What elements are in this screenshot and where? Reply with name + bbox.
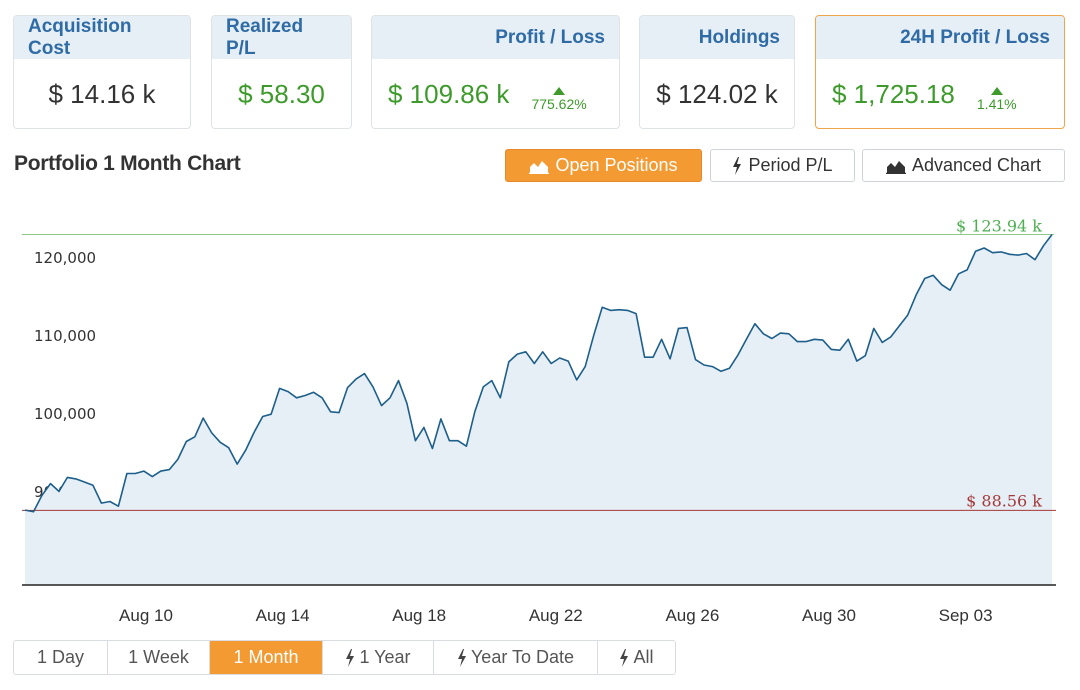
card-value-row: $ 1,725.18 1.41% <box>816 59 1064 128</box>
low-value-label: $ 88.56 k <box>966 491 1042 510</box>
card-value: $ 14.16 k <box>48 78 156 109</box>
x-tick-label: Aug 14 <box>256 606 310 625</box>
x-tick-label: Aug 30 <box>802 606 856 625</box>
change-percent: 1.41% <box>976 95 1017 112</box>
card-value: $ 58.30 <box>238 78 325 109</box>
lightning-icon <box>346 648 355 667</box>
range-button-1-month[interactable]: 1 Month <box>210 641 323 674</box>
card-label: Realized P/L <box>212 16 351 59</box>
card-realized-pl: Realized P/L $ 58.30 <box>211 15 352 129</box>
range-button-label: 1 Week <box>128 647 189 667</box>
range-button-all[interactable]: All <box>598 641 675 674</box>
change-indicator: 775.62% <box>531 86 587 112</box>
card-value: $ 124.02 k <box>656 78 778 109</box>
x-tick-label: Sep 03 <box>939 606 993 625</box>
range-button-1-day[interactable]: 1 Day <box>14 641 108 674</box>
lightning-icon <box>457 648 466 667</box>
card-value-row: $ 109.86 k 775.62% <box>372 59 619 128</box>
x-tick-label: Aug 18 <box>392 606 446 625</box>
area-chart-icon <box>529 160 550 174</box>
range-selector: 1 Day 1 Week 1 Month 1 Year Year To Date All <box>13 640 676 675</box>
range-button-1-week[interactable]: 1 Week <box>108 641 210 674</box>
x-axis-labels: Aug 10 Aug 14 Aug 18 Aug 22 Aug 26 Aug 30 Sep … <box>119 606 992 625</box>
card-label: 24H Profit / Loss <box>816 16 1064 59</box>
high-value-label: $ 123.94 k <box>956 216 1042 235</box>
card-holdings: Holdings $ 124.02 k <box>639 15 795 129</box>
period-pl-button[interactable]: Period P/L <box>710 149 855 182</box>
area-chart-icon <box>885 160 906 174</box>
lightning-icon <box>620 648 629 667</box>
y-tick-label: 110,000 <box>34 327 96 345</box>
chart-title: Portfolio 1 Month Chart <box>14 152 241 175</box>
y-tick-label: 100,000 <box>34 405 96 423</box>
range-button-label: 1 Year <box>359 647 411 667</box>
open-positions-button[interactable]: Open Positions <box>505 149 702 182</box>
range-button-year-to-date[interactable]: Year To Date <box>434 641 598 674</box>
y-tick-label: 120,000 <box>34 249 96 267</box>
range-button-label: 1 Day <box>36 647 85 667</box>
card-label: Acquisition Cost <box>14 16 190 59</box>
advanced-chart-button[interactable]: Advanced Chart <box>862 149 1065 182</box>
range-button-label: Year To Date <box>470 647 575 667</box>
card-24h-profit-loss: 24H Profit / Loss $ 1,725.18 1.41% <box>815 15 1065 129</box>
open-positions-label: Open Positions <box>555 155 678 175</box>
advanced-chart-label: Advanced Chart <box>911 155 1042 175</box>
range-button-1-year[interactable]: 1 Year <box>323 641 434 674</box>
card-profit-loss: Profit / Loss $ 109.86 k 775.62% <box>371 15 620 129</box>
range-button-label: 1 Month <box>233 647 299 667</box>
card-value: $ 109.86 k <box>388 78 510 109</box>
lightning-icon <box>733 156 742 175</box>
card-label: Holdings <box>640 16 794 59</box>
card-value: $ 1,725.18 <box>832 78 955 109</box>
arrow-up-icon <box>990 86 1003 95</box>
range-button-label: All <box>633 647 654 667</box>
card-label: Profit / Loss <box>372 16 619 59</box>
period-pl-label: Period P/L <box>748 155 833 175</box>
chart-series-line <box>24 234 1053 513</box>
x-tick-label: Aug 26 <box>665 606 719 625</box>
x-tick-label: Aug 22 <box>529 606 583 625</box>
x-tick-label: Aug 10 <box>119 606 173 625</box>
card-acquisition-cost: Acquisition Cost $ 14.16 k <box>13 15 191 129</box>
change-percent: 775.62% <box>531 95 587 112</box>
arrow-up-icon <box>553 86 566 95</box>
chart-area <box>25 234 1052 585</box>
change-indicator: 1.41% <box>976 86 1017 112</box>
